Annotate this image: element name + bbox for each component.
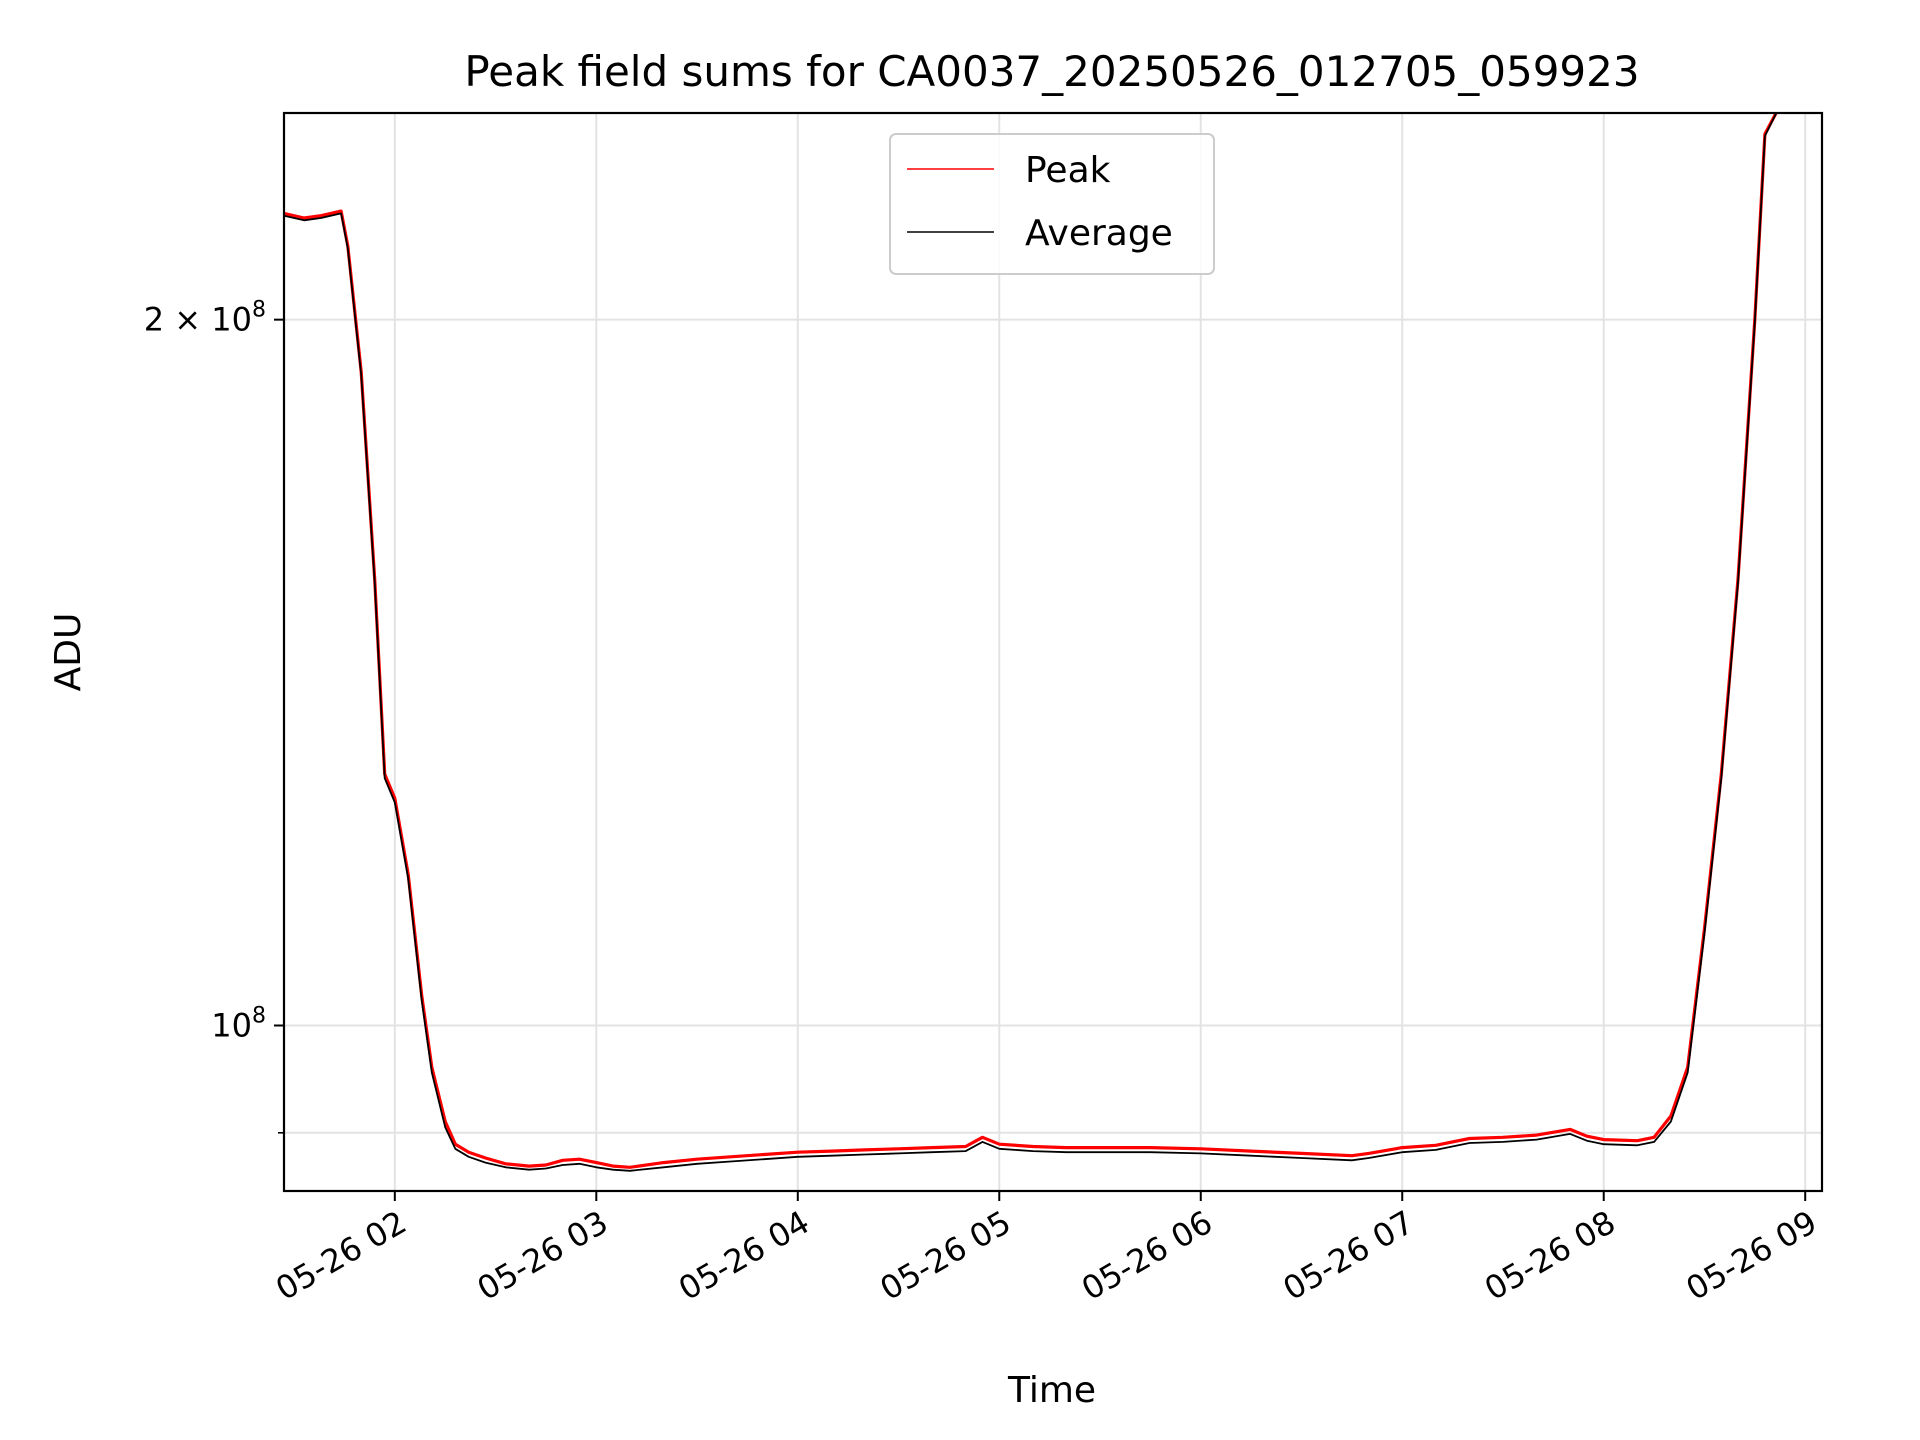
plot-frame <box>282 111 1824 1193</box>
y-tick-label-exponent: 8 <box>252 298 266 323</box>
chart-title: Peak field sums for CA0037_20250526_0127… <box>464 47 1639 96</box>
grid <box>284 113 1822 1191</box>
series-line-average <box>284 113 1778 1172</box>
legend-label-peak: Peak <box>1025 150 1111 191</box>
legend-label-average: Average <box>1025 213 1173 254</box>
y-tick-label-exponent: 8 <box>252 1004 266 1029</box>
y-tick-label: 108 <box>211 1004 266 1045</box>
x-axis-label: Time <box>1007 1370 1096 1411</box>
y-tick-label: 2 × 108 <box>144 298 266 339</box>
legend: Peak Average <box>889 133 1215 275</box>
y-tick-label-base: 2 × 10 <box>144 301 252 339</box>
series-layer <box>284 113 1778 1172</box>
y-tick-label-base: 10 <box>211 1007 252 1045</box>
y-axis-label: ADU <box>48 613 89 692</box>
